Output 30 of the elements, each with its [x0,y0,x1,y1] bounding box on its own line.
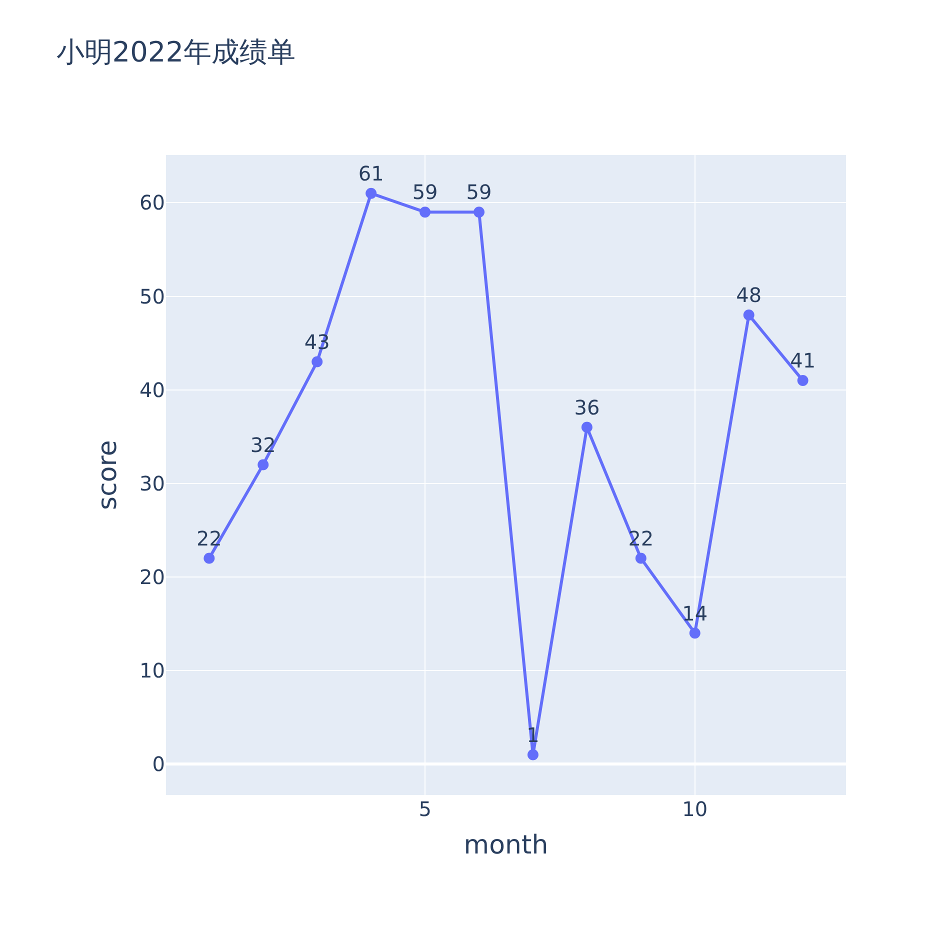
point [527,749,538,760]
point [635,552,646,564]
point [420,206,431,218]
point [743,310,754,320]
data-label: 41 [790,348,816,373]
x-tick-label: 5 [418,797,432,821]
data-label: 36 [574,395,600,420]
y-tick-label: 20 [140,564,165,589]
data-label: 61 [358,161,384,186]
data-label: 59 [466,180,492,204]
point [797,375,808,386]
point [474,206,485,218]
point [581,422,592,433]
point [312,356,323,368]
data-label: 22 [196,526,222,550]
y-axis-title: score [92,440,123,510]
y-tick-label: 60 [140,190,165,215]
y-tick-label: 30 [140,471,165,496]
y-tick-label: 0 [152,752,165,776]
y-tick-label: 10 [140,658,165,683]
data-label: 48 [736,283,762,308]
point [258,459,269,470]
x-axis-title: month [464,830,548,861]
point [366,188,377,199]
y-tick-label: 40 [140,378,165,402]
point [204,552,215,564]
y-tick-label: 50 [140,284,165,308]
chart-title: 小明2022年成绩单 [56,36,296,69]
data-label: 59 [412,180,438,204]
point [689,628,700,639]
